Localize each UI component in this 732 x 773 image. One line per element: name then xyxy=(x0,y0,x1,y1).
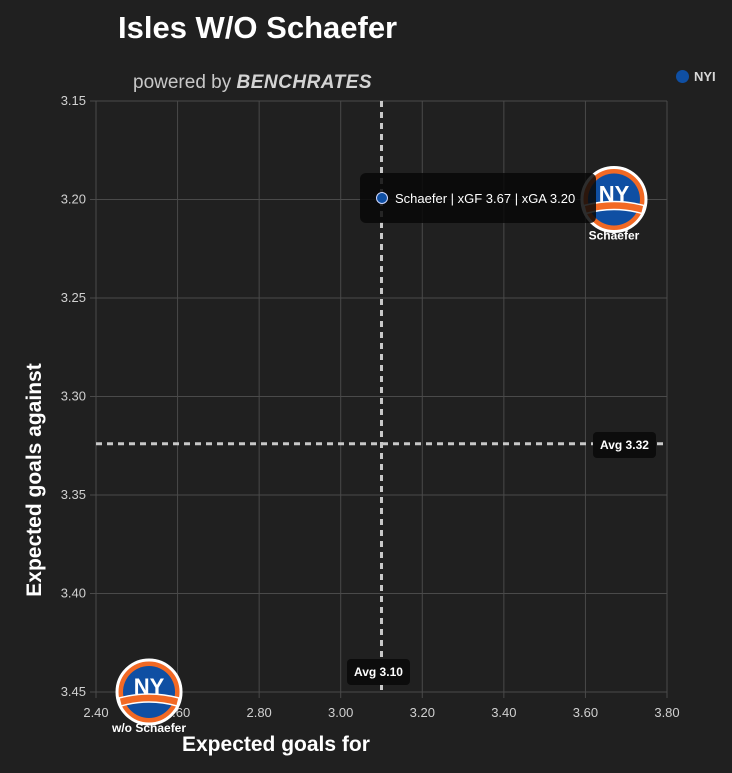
y-tick-label: 3.35 xyxy=(61,487,86,502)
brand-logo-text: BENCHRATES xyxy=(236,72,373,93)
data-point: NY Schaefer xyxy=(580,166,648,243)
point-tooltip: Schaefer | xGF 3.67 | xGA 3.20 xyxy=(360,173,596,223)
team-logo-inner xyxy=(123,666,176,718)
chart-title: Isles W/O Schaefer xyxy=(118,10,398,45)
tooltip-text: Schaefer | xGF 3.67 | xGA 3.20 xyxy=(395,190,576,206)
y-tick-label: 3.45 xyxy=(61,684,86,699)
team-logo-banner xyxy=(118,693,180,707)
avg-x-label: Avg 3.10 xyxy=(347,659,410,685)
avg-y-label: Avg 3.32 xyxy=(593,432,656,458)
data-point: NY w/o Schaefer xyxy=(111,658,186,735)
y-tick-labels: 3.15 3.20 3.25 3.30 3.35 3.40 3.45 xyxy=(61,93,86,699)
y-tick-label: 3.40 xyxy=(61,586,86,601)
x-tick-labels: 2.40 2.60 2.80 3.00 3.20 3.40 3.60 3.80 xyxy=(83,705,679,720)
y-tick-label: 3.30 xyxy=(61,389,86,404)
team-logo-banner xyxy=(583,200,645,215)
x-tick-label: 3.80 xyxy=(654,705,679,720)
data-points: NY Schaefer NY w/o Schaefer xyxy=(111,166,648,735)
y-axis-title: Expected goals against xyxy=(23,363,46,597)
legend-label: NYI xyxy=(694,69,716,84)
tooltip-dot-icon xyxy=(376,192,388,204)
powered-by: powered by BENCHRATES xyxy=(133,72,372,94)
team-logo-text: NY xyxy=(599,182,630,207)
x-tick-label: 3.20 xyxy=(410,705,435,720)
team-logo-text: NY xyxy=(134,674,165,699)
team-logo-inner xyxy=(587,173,640,226)
y-tick-label: 3.25 xyxy=(61,290,86,305)
point-label: Schaefer xyxy=(589,229,640,243)
x-tick-label: 3.40 xyxy=(491,705,516,720)
x-tick-label: 3.60 xyxy=(573,705,598,720)
y-tick-label: 3.20 xyxy=(61,192,86,207)
x-tick-label: 3.00 xyxy=(328,705,353,720)
point-label: w/o Schaefer xyxy=(111,721,186,735)
x-axis-title: Expected goals for xyxy=(182,733,370,756)
x-tick-label: 2.40 xyxy=(83,705,108,720)
powered-prefix: powered by xyxy=(133,72,232,93)
average-lines xyxy=(96,101,667,692)
legend[interactable]: NYI xyxy=(676,69,716,84)
x-tick-label: 2.80 xyxy=(246,705,271,720)
legend-dot-icon xyxy=(676,70,689,83)
y-tick-label: 3.15 xyxy=(61,93,86,108)
